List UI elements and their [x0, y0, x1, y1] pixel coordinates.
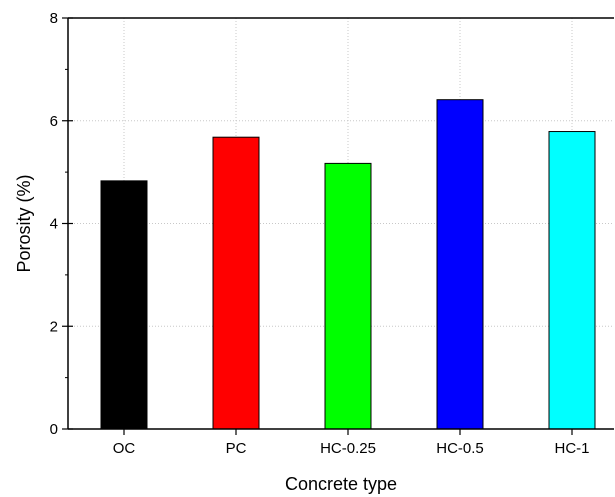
x-tick-label: HC-0.25	[320, 440, 376, 457]
y-axis-title: Porosity (%)	[14, 174, 34, 272]
y-tick-label: 4	[50, 216, 58, 233]
x-axis-title: Concrete type	[285, 474, 397, 494]
bar-hc-0-5	[436, 99, 484, 430]
x-ticks: OC PC HC-0.25 HC-0.5 HC-1	[113, 429, 590, 457]
y-tick-label: 8	[50, 10, 58, 27]
y-tick-label: 6	[50, 113, 58, 130]
x-tick-label: OC	[113, 440, 136, 457]
bar-pc	[212, 136, 260, 430]
x-tick-label: HC-0.5	[436, 440, 484, 457]
bar-oc	[100, 180, 148, 430]
bars	[100, 99, 596, 430]
bar-hc-1	[548, 131, 596, 430]
x-tick-label: HC-1	[554, 440, 589, 457]
bar-hc-0-25	[324, 162, 372, 430]
y-ticks: 0 2 4 6 8	[50, 10, 73, 438]
y-tick-label: 0	[50, 421, 58, 438]
y-tick-label: 2	[50, 318, 58, 335]
x-tick-label: PC	[226, 440, 247, 457]
